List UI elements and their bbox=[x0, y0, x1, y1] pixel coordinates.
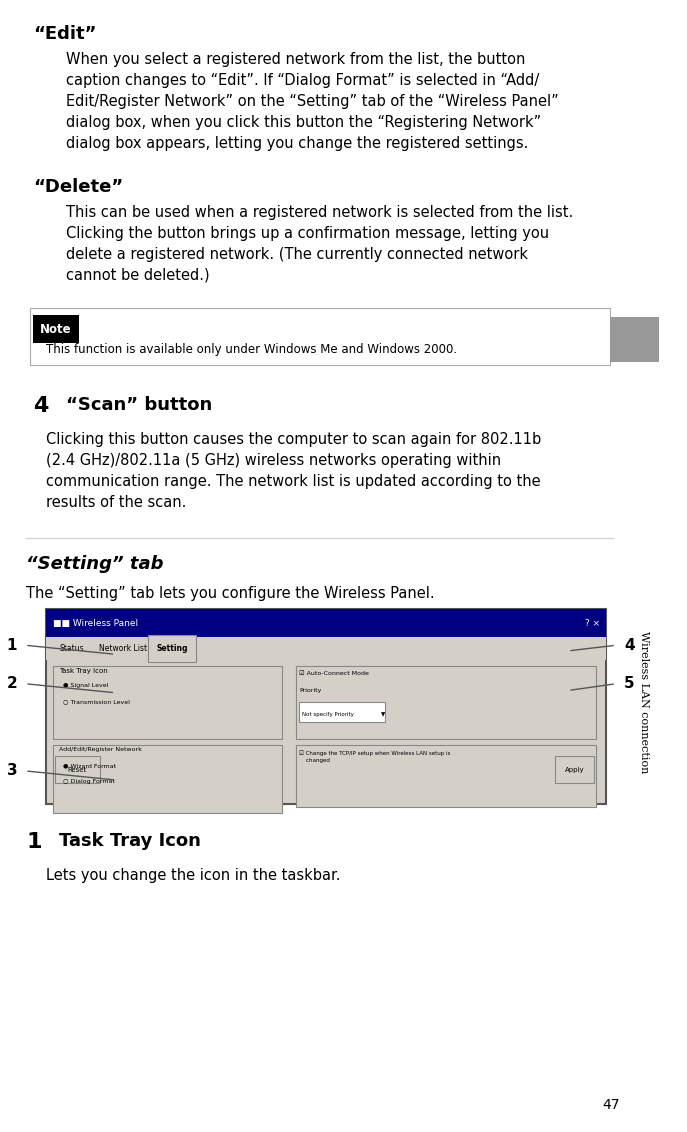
Text: When you select a registered network from the list, the button
caption changes t: When you select a registered network fro… bbox=[66, 52, 559, 151]
Text: Note: Note bbox=[41, 323, 72, 336]
Text: 4: 4 bbox=[624, 637, 635, 653]
Bar bbox=[53, 745, 282, 813]
Text: “Scan” button: “Scan” button bbox=[66, 396, 212, 414]
Text: ● Wizard Format: ● Wizard Format bbox=[63, 763, 115, 767]
Text: ☑ Change the TCP/IP setup when Wireless LAN setup is
    changed: ☑ Change the TCP/IP setup when Wireless … bbox=[299, 751, 450, 763]
Text: Reset: Reset bbox=[68, 766, 87, 773]
Text: 1: 1 bbox=[7, 637, 17, 653]
Text: “Edit”: “Edit” bbox=[33, 25, 96, 43]
Text: ? ×: ? × bbox=[585, 619, 600, 627]
Text: Add/Edit/Register Network: Add/Edit/Register Network bbox=[59, 747, 142, 752]
Text: Task Tray Icon: Task Tray Icon bbox=[59, 668, 108, 674]
Text: 1: 1 bbox=[26, 832, 42, 852]
Text: This function is available only under Windows Me and Windows 2000.: This function is available only under Wi… bbox=[46, 343, 458, 355]
Text: The “Setting” tab lets you configure the Wireless Panel.: The “Setting” tab lets you configure the… bbox=[26, 586, 435, 601]
Bar bbox=[295, 745, 596, 807]
Text: Apply: Apply bbox=[565, 766, 585, 773]
Text: Wireless LAN connection: Wireless LAN connection bbox=[640, 631, 649, 773]
Text: “Delete”: “Delete” bbox=[33, 178, 123, 196]
Bar bbox=[53, 666, 282, 739]
Text: ○ Transmission Level: ○ Transmission Level bbox=[63, 700, 129, 704]
Text: Network List: Network List bbox=[99, 644, 147, 653]
Text: 3: 3 bbox=[7, 763, 17, 779]
Bar bbox=[46, 609, 606, 637]
Text: 2: 2 bbox=[6, 676, 17, 692]
Text: 5: 5 bbox=[624, 676, 635, 692]
FancyBboxPatch shape bbox=[55, 756, 100, 783]
Text: This can be used when a registered network is selected from the list.
Clicking t: This can be used when a registered netwo… bbox=[66, 205, 573, 283]
Text: ■■ Wireless Panel: ■■ Wireless Panel bbox=[53, 619, 138, 627]
Text: ○ Dialog Format: ○ Dialog Format bbox=[63, 779, 115, 783]
Text: ☑ Auto-Connect Mode: ☑ Auto-Connect Mode bbox=[299, 671, 369, 676]
Text: Not specify Priority: Not specify Priority bbox=[302, 712, 354, 717]
Text: Task Tray Icon: Task Tray Icon bbox=[59, 832, 201, 850]
Text: Lets you change the icon in the taskbar.: Lets you change the icon in the taskbar. bbox=[46, 868, 341, 883]
Bar bbox=[299, 702, 385, 722]
Text: Status: Status bbox=[59, 644, 84, 653]
Text: 47: 47 bbox=[602, 1098, 620, 1112]
FancyBboxPatch shape bbox=[556, 756, 594, 783]
Bar bbox=[148, 635, 196, 662]
Text: Clicking this button causes the computer to scan again for 802.11b
(2.4 GHz)/802: Clicking this button causes the computer… bbox=[46, 432, 541, 511]
Bar bbox=[30, 308, 609, 365]
Text: “Setting” tab: “Setting” tab bbox=[26, 555, 164, 573]
Text: Priority: Priority bbox=[299, 688, 322, 693]
Bar bbox=[33, 315, 79, 343]
Text: 4: 4 bbox=[33, 396, 48, 417]
Bar bbox=[46, 637, 606, 660]
Bar bbox=[46, 609, 606, 804]
Bar bbox=[609, 317, 659, 362]
Text: ● Signal Level: ● Signal Level bbox=[63, 683, 108, 687]
Text: Setting: Setting bbox=[156, 644, 188, 653]
Text: ▼: ▼ bbox=[381, 712, 385, 717]
Bar bbox=[295, 666, 596, 739]
